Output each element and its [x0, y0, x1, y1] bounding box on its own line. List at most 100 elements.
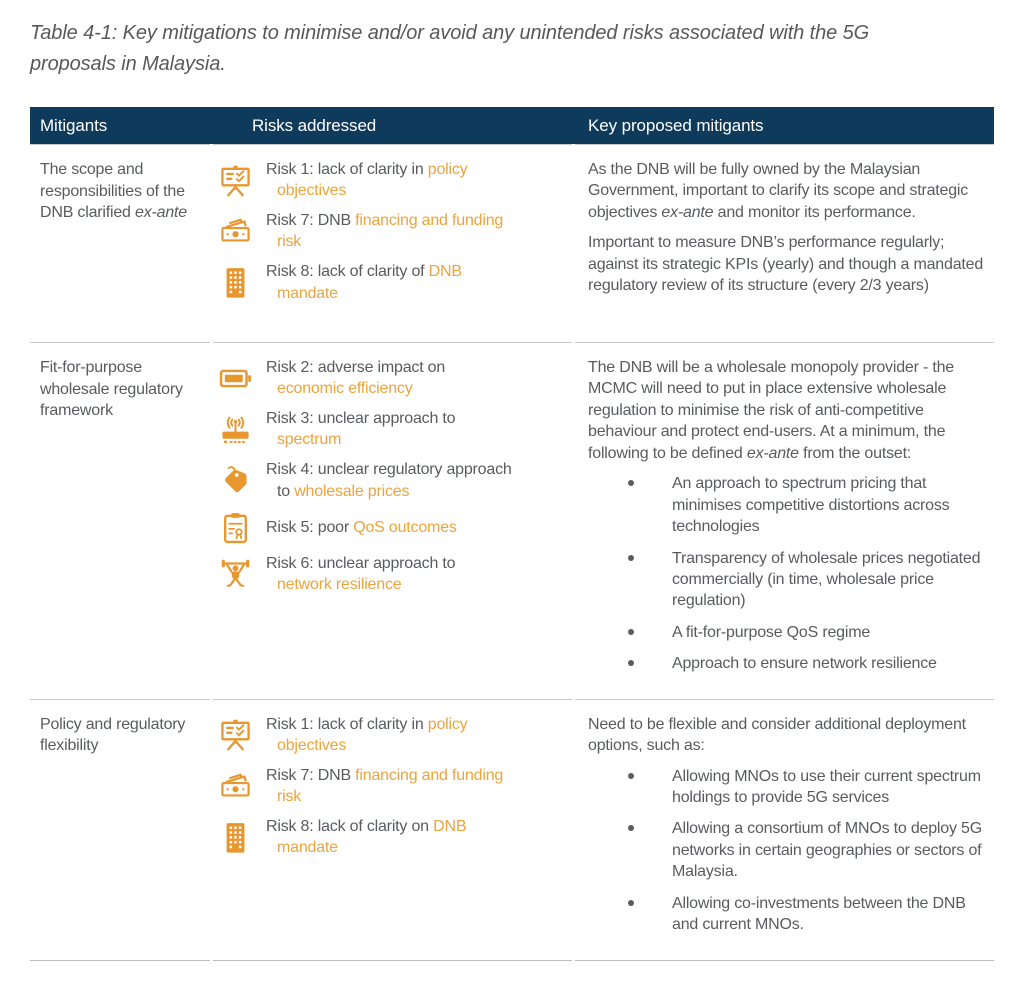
italic-text: ex-ante: [661, 203, 714, 221]
mitigation-bullet-list: An approach to spectrum pricing that min…: [588, 473, 994, 675]
risks-cell: Risk 2: adverse impact on economic effic…: [213, 342, 572, 699]
text-run: Risk 5: poor: [266, 518, 354, 536]
mitigation-paragraph: Important to measure DNB’s performance r…: [588, 232, 994, 296]
mitigations-cell: As the DNB will be fully owned by the Ma…: [575, 144, 994, 342]
text-run: Risk 6: unclear approach to: [266, 554, 456, 572]
risk-label: Risk 3: unclear approach to spectrum: [266, 408, 514, 450]
accent-text: DNB mandate: [277, 263, 462, 302]
accent-text: economic efficiency: [277, 380, 413, 398]
text-run: A fit-for-purpose QoS regime: [672, 623, 871, 641]
text-run: The DNB will be a wholesale monopoly pro…: [588, 359, 954, 462]
text-run: Fit-for-purpose wholesale regulatory fra…: [40, 359, 183, 420]
text-run: Approach to ensure network resilience: [672, 655, 937, 673]
risk-label: Risk 5: poor QoS outcomes: [266, 517, 457, 538]
italic-text: ex-ante: [746, 444, 799, 462]
battery-icon: [219, 362, 252, 395]
risk-item: Risk 8: lack of clarity of DNB mandate: [219, 261, 566, 303]
text-run: Risk 8: lack of clarity of: [266, 263, 429, 281]
risk-label: Risk 4: unclear regulatory approach to w…: [266, 459, 514, 501]
document-page: Table 4-1: Key mitigations to minimise a…: [30, 22, 994, 961]
text-run: Risk 2: adverse impact on: [266, 359, 446, 376]
text-run: Important to measure DNB’s performance r…: [588, 234, 984, 295]
risk-item: Risk 2: adverse impact on economic effic…: [219, 357, 566, 399]
mitigations-table: Mitigants Risks addressed Key proposed m…: [30, 107, 994, 961]
risk-item: Risk 7: DNB financing and funding risk: [219, 765, 566, 807]
mitigation-paragraph: As the DNB will be fully owned by the Ma…: [588, 159, 994, 223]
accent-text: wholesale prices: [294, 482, 410, 500]
price-tag-icon: [219, 464, 252, 497]
risk-item: Risk 6: unclear approach to network resi…: [219, 553, 566, 595]
text-run: As the DNB will be fully owned by the Ma…: [588, 161, 969, 221]
bullet-item: Approach to ensure network resilience: [628, 653, 994, 674]
accent-text: DNB mandate: [277, 818, 467, 857]
banknote-icon: [219, 215, 252, 248]
mitigation-paragraph: The DNB will be a wholesale monopoly pro…: [588, 357, 994, 464]
building-icon: [219, 821, 252, 854]
table-row: Policy and regulatory flexibility Risk 1:…: [30, 698, 994, 961]
risk-label: Risk 1: lack of clarity in policy object…: [266, 714, 514, 756]
accent-text: QoS outcomes: [353, 518, 457, 536]
mitigant-cell: The scope and responsibilities of the DN…: [30, 144, 210, 342]
text-run: from the outset:: [798, 444, 912, 462]
text-run: and monitor its performance.: [713, 203, 916, 221]
text-run: Need to be flexible and consider additio…: [588, 715, 966, 755]
header-key-proposed-mitigants: Key proposed mitigants: [588, 115, 764, 135]
text-run: Allowing MNOs to use their current spect…: [672, 767, 981, 806]
risk-item: Risk 5: poor QoS outcomes: [219, 511, 566, 544]
bullet-item: Allowing a consortium of MNOs to deploy …: [628, 818, 994, 882]
bullet-item: Allowing MNOs to use their current spect…: [628, 766, 994, 809]
risks-cell: Risk 1: lack of clarity in policy object…: [213, 698, 572, 961]
risk-item: Risk 3: unclear approach to spectrum: [219, 408, 566, 450]
risk-label: Risk 7: DNB financing and funding risk: [266, 210, 514, 252]
text-run: Risk 1: lack of clarity in: [266, 161, 428, 178]
text-run: Risk 3: unclear approach to: [266, 410, 456, 428]
table-body: The scope and responsibilities of the DN…: [30, 144, 994, 961]
risk-label: Risk 2: adverse impact on economic effic…: [266, 357, 514, 399]
table-caption: Table 4-1: Key mitigations to minimise a…: [30, 22, 870, 75]
accent-text: financing and funding risk: [277, 766, 504, 806]
mitigant-cell: Policy and regulatory flexibility: [30, 698, 210, 961]
risk-label: Risk 1: lack of clarity in policy object…: [266, 159, 514, 201]
accent-text: policy objectives: [277, 715, 468, 754]
accent-text: spectrum: [277, 431, 342, 449]
text-run: Risk 7: DNB: [266, 766, 356, 784]
accent-text: network resilience: [277, 575, 402, 593]
clipboard-icon: [219, 511, 252, 544]
router-icon: [219, 413, 252, 446]
risk-label: Risk 8: lack of clarity on DNB mandate: [266, 816, 514, 858]
table-row: Fit-for-purpose wholesale regulatory fra…: [30, 342, 994, 699]
accent-text: policy objectives: [277, 161, 468, 200]
building-icon: [219, 266, 252, 299]
weightlifter-icon: [219, 557, 252, 590]
risks-cell: Risk 1: lack of clarity in policy object…: [213, 144, 572, 342]
header-risks-addressed: Risks addressed: [252, 115, 377, 135]
text-run: Risk 4: unclear regulatory approach to: [266, 461, 512, 500]
table-header-row: Mitigants Risks addressed Key proposed m…: [30, 107, 994, 144]
bullet-item: Allowing co-investments between the DNB …: [628, 893, 994, 936]
mitigation-paragraph: Need to be flexible and consider additio…: [588, 714, 994, 757]
text-run: Risk 7: DNB: [266, 212, 356, 230]
header-mitigants: Mitigants: [40, 115, 108, 135]
text-run: Allowing co-investments between the DNB …: [672, 894, 966, 934]
risk-label: Risk 8: lack of clarity of DNB mandate: [266, 261, 514, 303]
text-run: The scope and responsibilities of the DN…: [40, 161, 185, 222]
risk-item: Risk 1: lack of clarity in policy object…: [219, 159, 566, 201]
text-run: An approach to spectrum pricing that min…: [672, 475, 950, 536]
easel-icon: [219, 718, 252, 751]
text-run: Allowing a consortium of MNOs to deploy …: [672, 820, 982, 881]
mitigant-cell: Fit-for-purpose wholesale regulatory fra…: [30, 342, 210, 699]
italic-text: ex-ante: [135, 204, 187, 222]
accent-text: financing and funding risk: [277, 212, 504, 251]
table-row: The scope and responsibilities of the DN…: [30, 144, 994, 342]
risk-item: Risk 4: unclear regulatory approach to w…: [219, 459, 566, 501]
bullet-item: An approach to spectrum pricing that min…: [628, 473, 994, 537]
mitigation-bullet-list: Allowing MNOs to use their current spect…: [588, 766, 994, 936]
risk-item: Risk 8: lack of clarity on DNB mandate: [219, 816, 566, 858]
banknote-icon: [219, 770, 252, 803]
text-run: Policy and regulatory flexibility: [40, 715, 186, 755]
risk-label: Risk 6: unclear approach to network resi…: [266, 553, 514, 595]
bullet-item: Transparency of wholesale prices negotia…: [628, 548, 994, 612]
text-run: Risk 1: lack of clarity in: [266, 715, 428, 733]
text-run: Risk 8: lack of clarity on: [266, 818, 434, 836]
risk-item: Risk 7: DNB financing and funding risk: [219, 210, 566, 252]
